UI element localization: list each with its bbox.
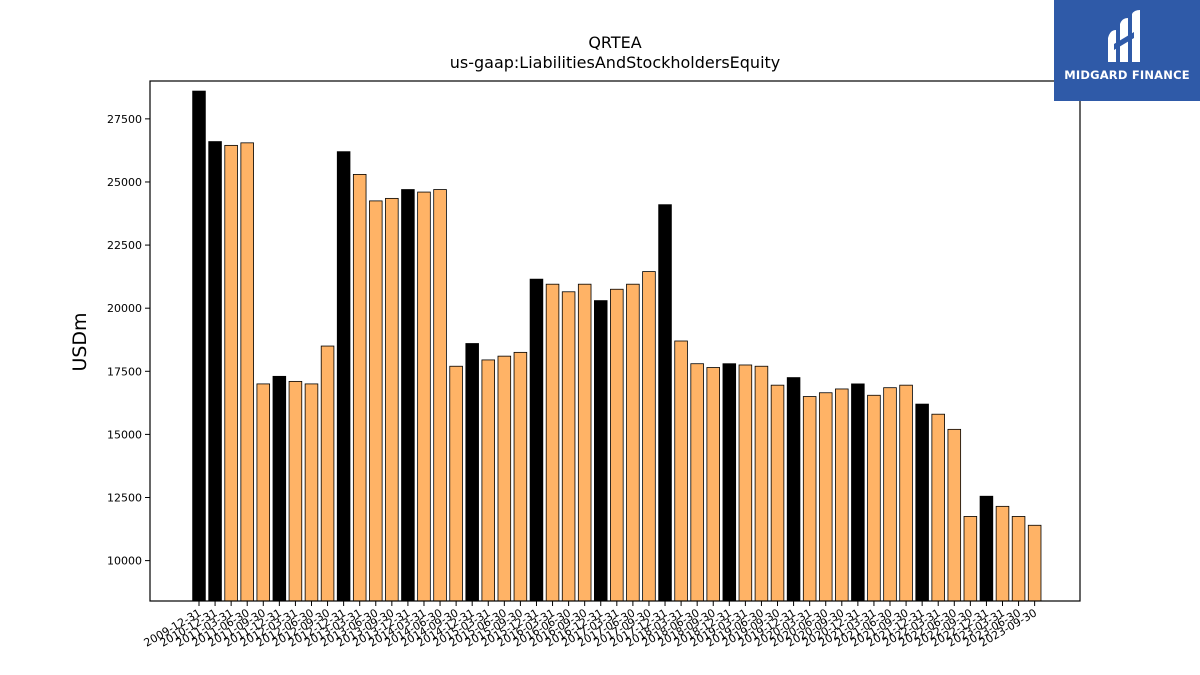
x-axis-ticks: 2009-12-312010-12-312011-03-312011-06-30…	[142, 601, 1039, 650]
y-tick-label: 25000	[107, 176, 142, 189]
bar-2019-03-31	[738, 364, 753, 602]
bar-2022-06-30	[947, 428, 962, 602]
bar-2019-06-30	[754, 365, 769, 602]
bar-2018-09-30	[706, 367, 720, 602]
bar-2013-12-31	[401, 189, 415, 602]
bar-2012-12-31	[336, 151, 351, 602]
bar-2017-12-31	[658, 204, 672, 602]
bar-2022-12-31	[979, 495, 994, 602]
y-tick-label: 17500	[107, 365, 142, 378]
bar-2011-09-30	[256, 383, 271, 602]
bar-2018-03-31	[674, 340, 688, 602]
bar-2014-09-30	[449, 365, 463, 602]
bar-2011-12-31	[272, 375, 287, 602]
bar-2021-09-30	[899, 384, 913, 602]
bar-2016-09-30	[577, 283, 592, 602]
y-tick-label: 10000	[107, 555, 142, 568]
y-tick-label: 15000	[107, 428, 142, 441]
chart-title: QRTEA	[588, 33, 641, 52]
y-tick-label: 12500	[107, 492, 142, 505]
bar-2011-03-31	[224, 144, 238, 602]
y-tick-label: 20000	[107, 302, 142, 315]
logo-text: MIDGARD FINANCE	[1064, 68, 1190, 82]
bar-2012-06-30	[304, 383, 319, 602]
bar-2018-12-31	[722, 363, 737, 602]
bar-2020-12-31	[851, 383, 865, 602]
bar-2011-06-30	[240, 142, 254, 602]
bar-2021-12-31	[915, 403, 929, 602]
bar-2014-03-31	[417, 191, 431, 602]
bar-2023-03-31	[995, 505, 1010, 602]
chart-subtitle: us-gaap:LiabilitiesAndStockholdersEquity	[450, 53, 781, 72]
y-axis-ticks: 10000 12500 15000 17500 20000 22500 25000 27500	[107, 113, 150, 568]
bar-2022-03-31	[931, 413, 945, 602]
bar-2017-06-30	[626, 283, 640, 602]
bar-2013-03-31	[352, 173, 367, 602]
bar-2020-09-30	[835, 388, 849, 602]
bar-2023-09-30	[1027, 524, 1042, 602]
y-tick-label: 22500	[107, 239, 142, 252]
logo-mark-icon	[1108, 10, 1140, 62]
bar-2023-06-30	[1011, 516, 1026, 602]
bar-2020-06-30	[818, 392, 833, 602]
bar-2016-03-31	[545, 283, 560, 602]
bar-2019-12-31	[786, 377, 801, 602]
brand-logo: MIDGARD FINANCE	[1054, 0, 1200, 101]
y-axis-label: USDm	[69, 312, 91, 371]
bar-2015-06-30	[497, 355, 512, 602]
bar-2016-12-31	[594, 300, 608, 602]
bar-2021-06-30	[883, 387, 897, 602]
bar-2021-03-31	[867, 394, 881, 602]
y-tick-label: 27500	[107, 113, 142, 126]
bar-2020-03-31	[802, 396, 817, 602]
bar-2012-03-31	[288, 380, 303, 602]
bar-2015-09-30	[513, 351, 528, 602]
bar-2012-09-30	[320, 345, 335, 602]
bar-2016-06-30	[561, 291, 576, 602]
bar-2013-06-30	[369, 200, 383, 602]
bar-2013-09-30	[385, 197, 399, 602]
bar-2010-12-31	[208, 141, 222, 602]
bar-2019-09-30	[770, 384, 785, 602]
bar-2022-09-30	[963, 516, 978, 602]
bar-2017-03-31	[610, 288, 624, 602]
bar-2014-12-31	[465, 343, 479, 602]
bar-2015-03-31	[481, 359, 496, 602]
bar-2018-06-30	[690, 363, 704, 602]
bars-group	[192, 90, 1042, 602]
bar-2015-12-31	[529, 278, 544, 602]
bar-2017-09-30	[642, 271, 656, 602]
plot-frame	[149, 80, 1081, 602]
bar-2014-06-30	[433, 189, 447, 602]
bar-2009-12-31	[192, 90, 206, 602]
